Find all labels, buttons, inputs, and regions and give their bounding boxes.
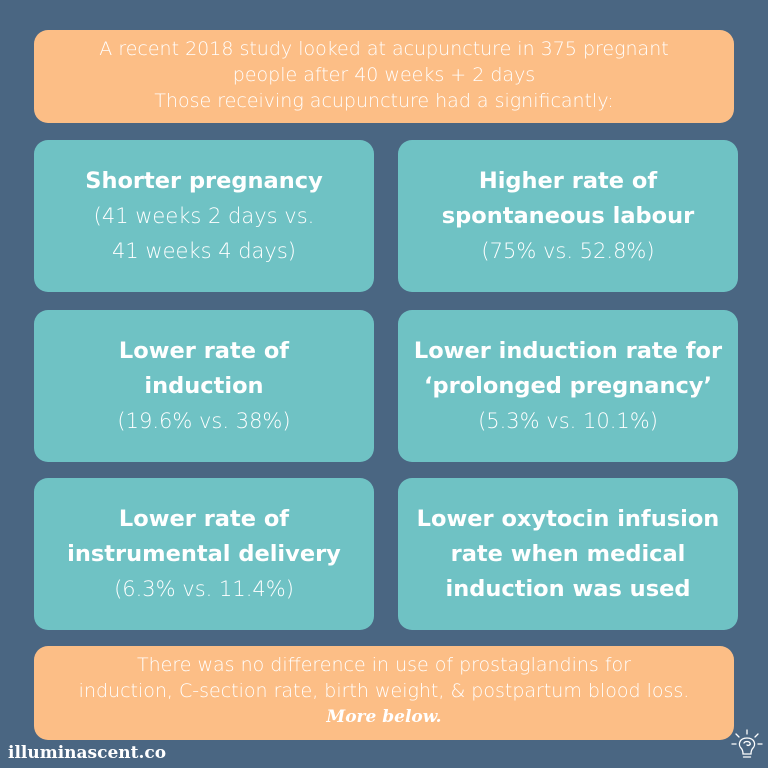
card-heading: instrumental delivery [67,540,341,567]
card-detail: (19.6% vs. 38%) [117,408,291,433]
intro-line-1: A recent 2018 study looked at acupunctur… [99,38,669,60]
card-instrumental-delivery: Lower rate of instrumental delivery (6.3… [34,478,374,630]
card-prolonged-pregnancy: Lower induction rate for ‘prolonged preg… [398,310,738,462]
card-heading: Lower rate of [118,337,290,364]
card-heading: rate when medical [450,540,686,567]
card-detail: (5.3% vs. 10.1%) [478,408,658,433]
intro-line-2: people after 40 weeks + 2 days [232,64,536,86]
intro-banner: A recent 2018 study looked at acupunctur… [34,30,734,123]
card-heading: Lower oxytocin infusion [416,505,720,532]
card-heading: Lower induction rate for [413,337,723,364]
card-heading: induction [144,372,264,399]
summary-line-2: induction, C-section rate, birth weight,… [78,680,690,702]
brand-name: illuminascent.co [8,743,167,763]
card-shorter-pregnancy: Shorter pregnancy (41 weeks 2 days vs. 4… [34,140,374,292]
summary-line-1: There was no difference in use of prosta… [137,654,631,676]
card-detail: (75% vs. 52.8%) [481,238,655,263]
intro-line-3: Those receiving acupuncture had a signif… [154,90,614,112]
card-heading: Shorter pregnancy [85,167,323,194]
card-heading: ‘prolonged pregnancy’ [423,372,713,399]
card-oxytocin-infusion: Lower oxytocin infusion rate when medica… [398,478,738,630]
card-spontaneous-labour: Higher rate of spontaneous labour (75% v… [398,140,738,292]
card-induction-rate: Lower rate of induction (19.6% vs. 38%) [34,310,374,462]
card-heading: Lower rate of [118,505,290,532]
card-detail: 41 weeks 4 days) [112,238,296,263]
card-heading: induction was used [445,575,691,602]
lightbulb-brain-icon [731,729,763,758]
summary-banner: There was no difference in use of prosta… [34,646,734,740]
more-below-text: More below. [326,707,442,727]
card-detail: (41 weeks 2 days vs. [93,203,315,228]
card-heading: spontaneous labour [441,202,695,229]
card-detail: (6.3% vs. 11.4%) [114,576,294,601]
card-heading: Higher rate of [478,167,658,194]
